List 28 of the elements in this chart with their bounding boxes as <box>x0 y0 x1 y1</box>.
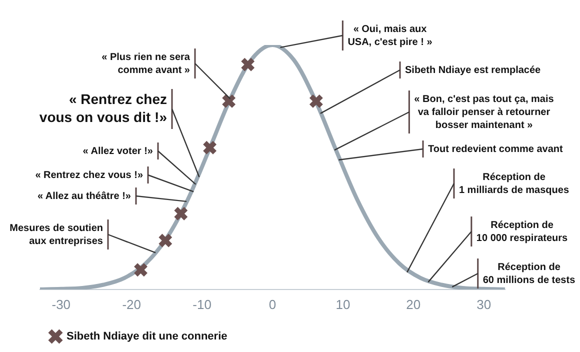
annotation: « Allez au théâtre !» <box>37 190 132 202</box>
annotation: Sibeth Ndiaye est remplacée <box>405 64 542 76</box>
annotation: « Oui, mais aux USA, c'est pire ! » <box>348 24 433 48</box>
annotation: Réception de 1 milliards de masques <box>458 172 570 196</box>
annotation: « Rentrez chez vous on vous dit !» <box>39 90 168 125</box>
annotation: « Plus rien ne sera comme avant » <box>102 52 190 76</box>
annotation: Mesures de soutien aux entreprises <box>10 222 104 247</box>
point <box>173 206 188 222</box>
legend-label: Sibeth Ndiaye dit une connerie <box>66 330 228 343</box>
annotation: Réception de 10 000 respirateurs <box>476 220 568 244</box>
annotation: Réception de 60 millions de tests <box>482 262 576 286</box>
point <box>202 140 218 156</box>
x-tick-label: 10 <box>336 296 350 312</box>
x-tick-label: -30 <box>52 296 71 312</box>
annotation: « Rentrez chez vous !» <box>35 170 144 181</box>
point <box>240 57 256 72</box>
x-tick-label: 20 <box>406 296 421 312</box>
x-tick-label: 30 <box>476 296 492 312</box>
point <box>158 233 173 248</box>
x-tick-label: -10 <box>192 296 212 312</box>
x-tick-label: -20 <box>122 296 141 312</box>
point <box>308 94 324 109</box>
annotation: « Allez voter !» <box>82 146 154 157</box>
x-tick-label: 0 <box>268 296 276 312</box>
point <box>133 262 148 278</box>
annotation: « Bon, c'est pas tout ça, mais va falloir penser à retourner bosser maintenant » <box>414 94 554 131</box>
point <box>221 94 236 109</box>
annotation: Tout redevient comme avant <box>428 144 564 155</box>
